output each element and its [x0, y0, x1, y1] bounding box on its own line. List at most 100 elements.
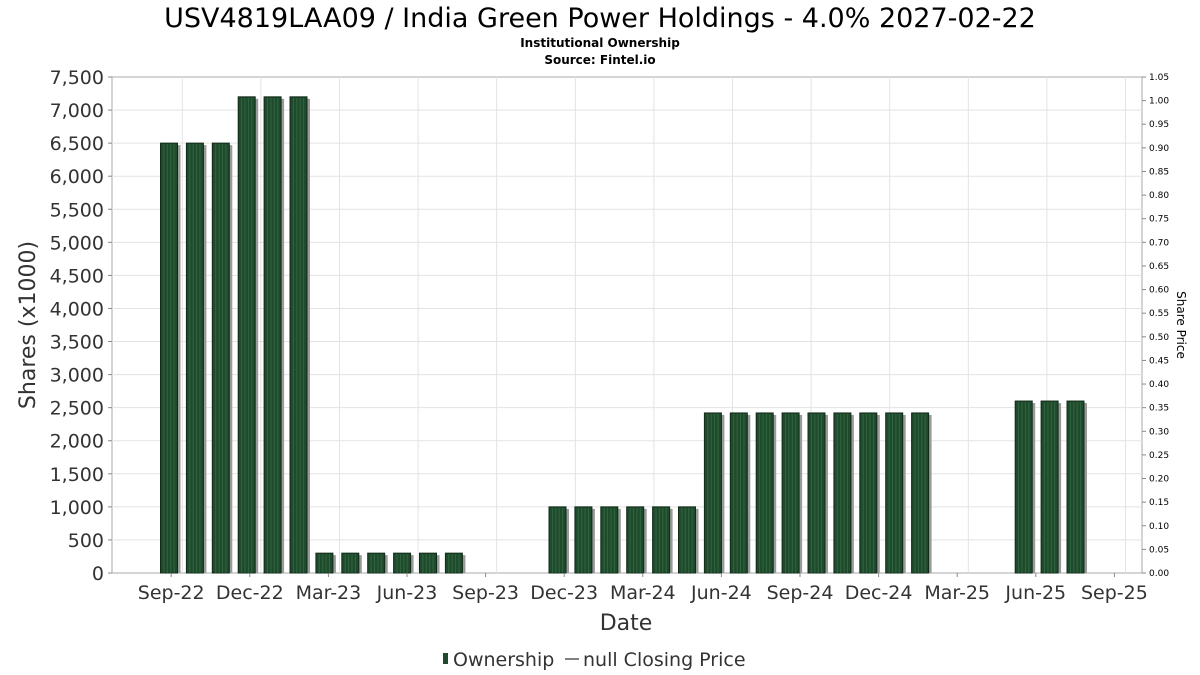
x-tick-label: Sep-22: [138, 582, 205, 604]
bar: [160, 142, 181, 574]
chart-title: USV4819LAA09 / India Green Power Holding…: [164, 3, 1036, 34]
bar-body: [444, 552, 463, 574]
bar-body: [1014, 400, 1033, 574]
y2-tick-label: 0.45: [1149, 356, 1169, 366]
y2-tick-label: 1.00: [1149, 97, 1169, 107]
bar-body: [289, 96, 308, 574]
bar: [755, 412, 777, 574]
legend-ownership-marker: [443, 653, 448, 664]
y2-tick-label: 0.65: [1149, 262, 1169, 272]
y2-tick-label: 0.80: [1149, 191, 1169, 201]
x-tick-label: Mar-24: [610, 582, 676, 604]
bar: [911, 412, 932, 574]
bar: [678, 506, 699, 574]
bar-body: [574, 506, 593, 574]
bar: [626, 506, 647, 574]
bar-body: [211, 142, 230, 574]
y-tick-label: 4,500: [50, 265, 104, 287]
y-tick-label: 3,000: [50, 365, 104, 387]
bar: [289, 96, 310, 574]
bar-body: [315, 552, 334, 574]
y2-tick-label: 0.10: [1149, 522, 1169, 532]
bar: [652, 506, 673, 574]
y2-tick-label: 0.20: [1149, 475, 1169, 485]
x-tick-label: Mar-25: [924, 582, 990, 604]
bar: [600, 506, 621, 574]
bar-body: [1066, 400, 1085, 574]
bar-body: [859, 412, 878, 574]
bar-body: [237, 96, 256, 574]
bar: [1066, 400, 1087, 574]
bar-body: [729, 412, 748, 574]
legend-ownership-label: Ownership: [453, 649, 554, 671]
y-tick-label: 0: [92, 563, 104, 585]
y2-tick-label: 0.95: [1149, 120, 1169, 130]
y-tick-label: 5,500: [50, 199, 104, 221]
bar: [419, 552, 440, 574]
bar: [548, 506, 569, 574]
bar-body: [911, 412, 930, 574]
bar: [781, 412, 803, 574]
x-axis: Sep-22 Dec-22 Mar-23 Jun-23 Sep-23 Dec-23 Mar-…: [138, 573, 1148, 604]
bar: [185, 142, 207, 574]
bar: [367, 552, 388, 574]
x-axis-title: Date: [600, 611, 653, 636]
y2-tick-label: 0.00: [1149, 569, 1169, 579]
y-tick-label: 2,000: [50, 431, 104, 453]
x-tick-label: Dec-24: [845, 582, 913, 604]
x-tick-label: Dec-22: [216, 582, 284, 604]
bar: [444, 552, 466, 574]
y-tick-label: 500: [68, 530, 104, 552]
bar-body: [263, 96, 282, 574]
bar-body: [833, 412, 852, 574]
x-tick-label: Jun-23: [376, 582, 438, 604]
x-tick-label: Sep-25: [1081, 582, 1148, 604]
y2-tick-label: 0.05: [1149, 545, 1169, 555]
y-tick-label: 1,000: [50, 497, 104, 519]
bar-body: [393, 552, 412, 574]
x-tick-label: Mar-23: [296, 582, 362, 604]
y-tick-label: 1,500: [50, 464, 104, 486]
y-tick-label: 7,500: [50, 67, 104, 89]
y-axis-left: 0 500 1,000 1,500 2,000 2,500 3,000 3,500 4,000 4…: [50, 67, 112, 585]
bar-body: [367, 552, 386, 574]
bar-body: [600, 506, 619, 574]
y2-tick-label: 0.40: [1149, 380, 1169, 390]
chart-source: Source: Fintel.io: [544, 53, 655, 67]
bar: [833, 412, 854, 574]
x-tick-label: Sep-24: [767, 582, 834, 604]
bar-body: [678, 506, 696, 574]
y2-tick-label: 1.05: [1149, 73, 1169, 83]
y2-axis-title: Share Price: [1174, 291, 1188, 359]
x-tick-label: Jun-25: [1004, 582, 1066, 604]
bar-body: [885, 412, 904, 574]
bar-body: [1040, 400, 1059, 574]
bar: [393, 552, 414, 574]
bar: [574, 506, 595, 574]
bar: [315, 552, 336, 574]
y-tick-label: 4,000: [50, 298, 104, 320]
bar-body: [703, 412, 722, 574]
bar-body: [341, 552, 360, 574]
y-tick-label: 3,500: [50, 332, 104, 354]
y2-tick-label: 0.15: [1149, 498, 1169, 508]
bar: [263, 96, 285, 574]
bar: [703, 412, 725, 574]
y-tick-label: 6,000: [50, 166, 104, 188]
bar-body: [807, 412, 826, 574]
bar: [211, 142, 233, 574]
y-tick-label: 5,000: [50, 232, 104, 254]
y2-tick-label: 0.70: [1149, 238, 1169, 248]
y-tick-label: 7,000: [50, 100, 104, 122]
y-tick-label: 2,500: [50, 398, 104, 420]
bar: [859, 412, 880, 574]
y-tick-label: 6,500: [50, 133, 104, 155]
x-tick-label: Jun-24: [690, 582, 752, 604]
bar-body: [755, 412, 774, 574]
y2-tick-label: 0.25: [1149, 451, 1169, 461]
y-axis-title: Shares (x1000): [16, 241, 41, 409]
bar-body: [626, 506, 645, 574]
legend: Ownership null Closing Price: [443, 649, 746, 671]
x-tick-label: Sep-23: [452, 582, 519, 604]
